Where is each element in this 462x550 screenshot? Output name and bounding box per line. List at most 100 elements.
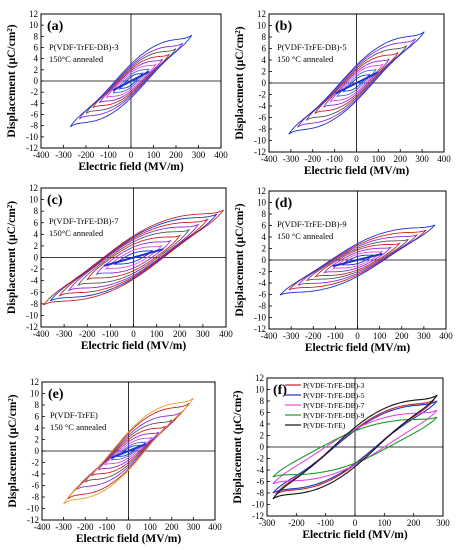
x-tick-label: -300 <box>55 522 72 532</box>
hysteresis-loop <box>76 228 191 287</box>
y-tick-label: 12 <box>29 9 38 19</box>
y-tick-label: 2 <box>260 431 265 441</box>
y-tick-label: 4 <box>262 55 267 65</box>
y-tick-label: 0 <box>35 446 40 456</box>
y-tick-label: 8 <box>34 206 39 216</box>
y-axis-title: Displacement (μC/cm²) <box>6 201 18 314</box>
curves <box>63 397 194 505</box>
loop-series-2 <box>272 409 438 485</box>
hysteresis-loop <box>97 431 160 471</box>
hysteresis-loop <box>314 52 399 114</box>
sample-annotation: 150 °C annealed <box>277 231 334 241</box>
x-tick-label: 100 <box>143 522 157 532</box>
y-tick-label: 10 <box>257 198 267 208</box>
sample-annotation: 150 °C annealed <box>277 54 334 64</box>
y-tick-label: 12 <box>30 377 39 387</box>
hysteresis-loop <box>306 238 409 282</box>
panel-label: (d) <box>275 196 292 211</box>
hysteresis-loop <box>112 68 150 94</box>
x-tick-label: 300 <box>192 150 206 160</box>
sample-annotation: P(VDF-TrFE-DB)-5 <box>277 42 347 52</box>
y-tick-label: 4 <box>34 229 39 239</box>
panel-label: (a) <box>47 19 64 34</box>
y-tick-label: -10 <box>252 500 264 510</box>
initial-curve <box>335 71 378 95</box>
x-tick-label: 400 <box>219 329 233 339</box>
hysteresis-loop <box>322 246 393 274</box>
hysteresis-loop <box>42 209 225 306</box>
hysteresis-loop <box>104 436 153 466</box>
sample-annotation: 150°C annealed <box>49 228 104 238</box>
initial-curve <box>110 443 147 459</box>
curves <box>42 209 225 306</box>
sample-annotation: 150 °C annealed <box>50 422 107 432</box>
y-tick-label: -4 <box>259 278 267 288</box>
x-tick-label: 0 <box>126 522 131 532</box>
x-tick-label: -100 <box>326 154 343 164</box>
x-axis-title: Electric field (MV/m) <box>78 161 184 173</box>
x-tick-label: -300 <box>56 329 73 339</box>
y-tick-label: 10 <box>29 20 39 30</box>
y-tick-label: 6 <box>35 412 40 422</box>
y-tick-label: -2 <box>32 458 40 468</box>
x-tick-label: 100 <box>373 331 387 341</box>
x-tick-label: 400 <box>208 522 222 532</box>
x-tick-label: -200 <box>305 154 322 164</box>
y-tick-label: 12 <box>29 183 38 193</box>
y-tick-label: 2 <box>262 67 267 77</box>
x-tick-label: 200 <box>173 329 187 339</box>
hysteresis-loop <box>110 441 147 461</box>
hysteresis-loop <box>69 34 193 128</box>
x-axis-title: Electric field (MV/m) <box>304 165 410 177</box>
panel-2: -400 -300 -200 -100 0 100 200 300 400-12-10-8-6-… <box>6 183 233 352</box>
hysteresis-loop <box>331 250 384 270</box>
x-tick-label: -100 <box>99 522 116 532</box>
y-tick-label: 2 <box>34 65 39 75</box>
x-tick-label: -100 <box>327 331 344 341</box>
panel-label: (c) <box>47 193 63 208</box>
y-tick-label: -4 <box>257 465 265 475</box>
x-axis-title: Electric field (MV/m) <box>81 340 187 352</box>
y-tick-label: 10 <box>257 21 267 31</box>
y-tick-label: 0 <box>34 76 39 86</box>
y-tick-label: 8 <box>34 31 39 41</box>
y-axis-title: Displacement (μC/cm²) <box>232 390 244 503</box>
y-tick-label: -6 <box>259 113 267 123</box>
y-tick-label: -10 <box>254 313 266 323</box>
y-tick-label: 8 <box>260 396 265 406</box>
hysteresis-loop <box>279 224 436 296</box>
panel-label: (e) <box>48 387 64 402</box>
x-tick-label: 100 <box>372 154 386 164</box>
y-tick-label: -12 <box>26 322 38 332</box>
x-tick-label: -200 <box>288 518 305 528</box>
hysteresis-loop <box>91 425 166 477</box>
y-axis-title: Displacement (μC/cm²) <box>6 24 18 137</box>
sample-annotation: P(VDF-TrFE-DB)-7 <box>49 216 119 226</box>
panel-label: (f) <box>273 383 287 398</box>
y-tick-label: 2 <box>34 241 39 251</box>
hysteresis-loop <box>58 218 209 297</box>
y-tick-label: 6 <box>262 44 267 54</box>
y-tick-label: 8 <box>35 400 40 410</box>
x-tick-label: 200 <box>395 331 409 341</box>
x-tick-label: -200 <box>305 331 322 341</box>
hysteresis-loop <box>105 63 158 99</box>
y-tick-label: 6 <box>34 43 39 53</box>
y-tick-label: -12 <box>252 511 264 521</box>
x-tick-label: 0 <box>354 154 359 164</box>
hysteresis-loop <box>342 73 371 93</box>
panel-4: -400 -300 -200 -100 0 100 200 300 400-12-10-8-6-… <box>7 377 222 545</box>
y-tick-label: 4 <box>34 54 39 64</box>
y-tick-label: -2 <box>257 454 265 464</box>
y-tick-label: 6 <box>260 408 265 418</box>
x-axis-title: Electric field (MV/m) <box>305 342 411 354</box>
panel-5: -300 -200 -100 0 100 200 300-12-10-8-6-4-20246… <box>232 373 450 541</box>
x-tick-label: -400 <box>261 331 278 341</box>
y-tick-label: -8 <box>259 301 267 311</box>
y-tick-label: -10 <box>26 310 38 320</box>
y-tick-label: 0 <box>262 255 267 265</box>
y-tick-label: 10 <box>30 389 40 399</box>
x-tick-label: -400 <box>261 154 278 164</box>
x-tick-label: 400 <box>214 150 228 160</box>
